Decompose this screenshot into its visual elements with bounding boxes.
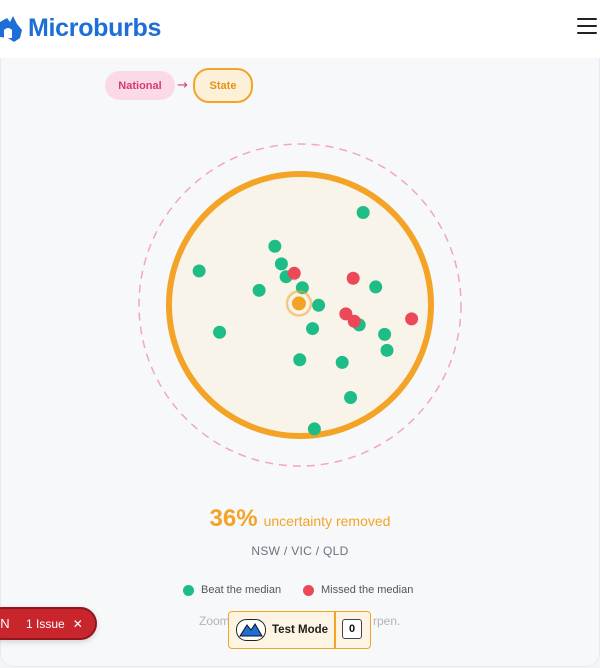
beat-median-point[interactable] <box>356 206 370 220</box>
beat-median-point[interactable] <box>335 355 349 369</box>
logo[interactable]: Microburbs <box>0 14 161 43</box>
zoom-hint-right: rpen. <box>373 614 401 628</box>
missed-median-point[interactable] <box>287 266 301 280</box>
missed-dot-icon <box>303 584 314 596</box>
beat-median-point[interactable] <box>293 353 307 367</box>
test-mode-bar[interactable]: Test Mode 0 <box>228 611 371 649</box>
beat-median-point[interactable] <box>312 298 326 312</box>
beat-median-point[interactable] <box>306 322 320 336</box>
app-name: Microburbs <box>28 14 162 42</box>
australia-map-icon <box>0 15 22 42</box>
region-label: NSW / VIC / QLD <box>251 544 349 558</box>
beat-median-point[interactable] <box>378 327 392 341</box>
legend-missed: Missed the median <box>303 584 413 596</box>
test-mode-counter[interactable]: 0 <box>342 619 362 639</box>
legend-beat-label: Beat the median <box>201 584 282 596</box>
issue-badge[interactable]: N 1 Issue ✕ <box>0 607 97 640</box>
focus-halo <box>285 290 313 317</box>
missed-median-point[interactable] <box>339 307 353 321</box>
legend-missed-label: Missed the median <box>321 584 414 596</box>
beat-median-point[interactable] <box>274 257 288 271</box>
missed-median-point[interactable] <box>405 312 419 326</box>
beat-median-point[interactable] <box>252 283 266 297</box>
beat-dot-icon <box>183 584 194 596</box>
beat-median-point[interactable] <box>192 264 206 278</box>
beat-median-point[interactable] <box>369 280 383 294</box>
scope-national-pill[interactable]: National <box>105 71 175 100</box>
beat-median-point[interactable] <box>213 325 227 339</box>
legend-beat: Beat the median <box>183 584 281 596</box>
close-icon[interactable]: ✕ <box>72 616 83 631</box>
national-range-ring <box>138 143 462 467</box>
hamburger-icon[interactable] <box>577 18 597 36</box>
stat-label: uncertainty removed <box>263 513 391 529</box>
missed-median-point[interactable] <box>347 314 361 328</box>
arrow-right-icon: → <box>177 78 188 93</box>
stat-value: 36% <box>209 505 258 532</box>
beat-median-point[interactable] <box>380 343 394 357</box>
missed-median-point[interactable] <box>346 271 360 285</box>
stat-line: 36% uncertainty removed <box>0 505 600 533</box>
focus-suburb-point[interactable] <box>291 296 306 311</box>
scope-state-pill[interactable]: State <box>193 68 253 103</box>
test-mode-label: Test Mode <box>272 624 329 636</box>
issue-letter: N <box>0 616 10 631</box>
issue-count: 1 Issue <box>26 616 65 631</box>
divider <box>334 612 336 648</box>
beat-median-point[interactable] <box>268 239 282 253</box>
zoom-hint-left: Zoom <box>199 614 230 628</box>
beat-median-point[interactable] <box>307 422 321 436</box>
beat-median-point[interactable] <box>344 390 358 404</box>
mountain-logo-icon <box>236 619 266 641</box>
